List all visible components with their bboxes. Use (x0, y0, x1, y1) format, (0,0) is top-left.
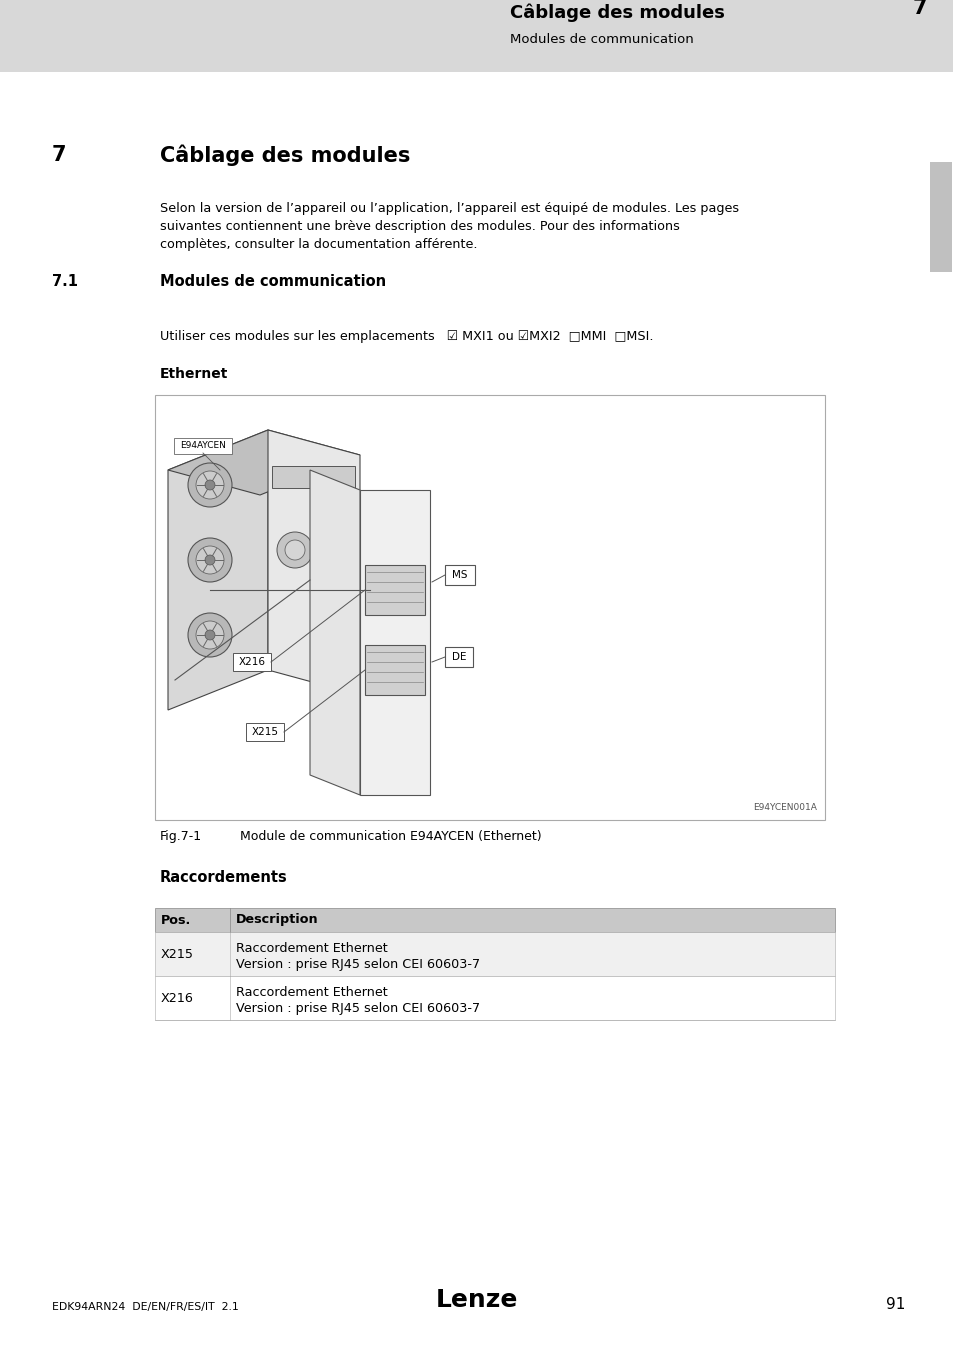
Text: Raccordements: Raccordements (160, 869, 288, 886)
Circle shape (188, 539, 232, 582)
Text: Description: Description (235, 914, 318, 926)
Circle shape (195, 621, 224, 649)
FancyBboxPatch shape (444, 566, 475, 585)
Bar (154, 396, 824, 819)
Text: Module de communication E94AYCEN (Ethernet): Module de communication E94AYCEN (Ethern… (240, 830, 541, 842)
Text: Fig.7-1: Fig.7-1 (160, 830, 202, 842)
Bar (154, 976, 834, 1021)
FancyBboxPatch shape (233, 653, 271, 671)
Circle shape (285, 540, 305, 560)
Circle shape (276, 532, 313, 568)
Polygon shape (365, 645, 424, 695)
Bar (929, 162, 951, 271)
Text: 91: 91 (884, 1297, 904, 1312)
Circle shape (205, 630, 214, 640)
Text: Pos.: Pos. (161, 914, 191, 926)
Bar (154, 909, 834, 931)
Text: Version : prise RJ45 selon CEI 60603-7: Version : prise RJ45 selon CEI 60603-7 (235, 1002, 479, 1015)
Bar (154, 931, 834, 976)
Circle shape (195, 545, 224, 574)
Text: Selon la version de l’appareil ou l’application, l’appareil est équipé de module: Selon la version de l’appareil ou l’appl… (160, 202, 739, 215)
Polygon shape (365, 566, 424, 616)
Circle shape (195, 471, 224, 500)
Text: X216: X216 (238, 657, 265, 667)
Text: Raccordement Ethernet: Raccordement Ethernet (235, 942, 387, 954)
Polygon shape (168, 431, 268, 710)
Text: EDK94ARN24  DE/EN/FR/ES/IT  2.1: EDK94ARN24 DE/EN/FR/ES/IT 2.1 (52, 1301, 238, 1312)
FancyBboxPatch shape (173, 437, 232, 454)
Text: Modules de communication: Modules de communication (510, 32, 693, 46)
Bar (272, 466, 355, 487)
Text: Modules de communication: Modules de communication (160, 274, 386, 289)
Polygon shape (168, 431, 359, 495)
Bar (0, 0, 953, 72)
Text: Lenze: Lenze (436, 1288, 517, 1312)
Circle shape (205, 555, 214, 566)
Text: E94YCEN001A: E94YCEN001A (752, 803, 816, 811)
Circle shape (188, 463, 232, 508)
Polygon shape (310, 470, 359, 795)
Text: Utiliser ces modules sur les emplacements   ☑ MXI1 ou ☑MXI2  □MMI  □MSI.: Utiliser ces modules sur les emplacement… (160, 329, 653, 343)
Text: E94AYCEN: E94AYCEN (180, 441, 226, 451)
Text: Ethernet: Ethernet (160, 367, 228, 381)
Circle shape (205, 481, 214, 490)
Polygon shape (268, 431, 359, 695)
Circle shape (188, 613, 232, 657)
FancyBboxPatch shape (246, 724, 284, 741)
Text: Version : prise RJ45 selon CEI 60603-7: Version : prise RJ45 selon CEI 60603-7 (235, 958, 479, 971)
Text: complètes, consulter la documentation afférente.: complètes, consulter la documentation af… (160, 238, 477, 251)
Text: Câblage des modules: Câblage des modules (160, 144, 410, 166)
Text: 7: 7 (912, 0, 926, 18)
Text: X215: X215 (252, 728, 278, 737)
Text: Câblage des modules: Câblage des modules (510, 4, 724, 22)
Text: X216: X216 (161, 991, 193, 1004)
Text: Raccordement Ethernet: Raccordement Ethernet (235, 986, 387, 999)
Text: X215: X215 (161, 948, 193, 960)
Text: 7.1: 7.1 (52, 274, 78, 289)
FancyBboxPatch shape (444, 647, 473, 667)
Text: 7: 7 (52, 144, 67, 165)
Text: MS: MS (452, 570, 467, 580)
Text: DE: DE (452, 652, 466, 662)
Polygon shape (359, 490, 430, 795)
Text: suivantes contiennent une brève description des modules. Pour des informations: suivantes contiennent une brève descript… (160, 220, 679, 234)
